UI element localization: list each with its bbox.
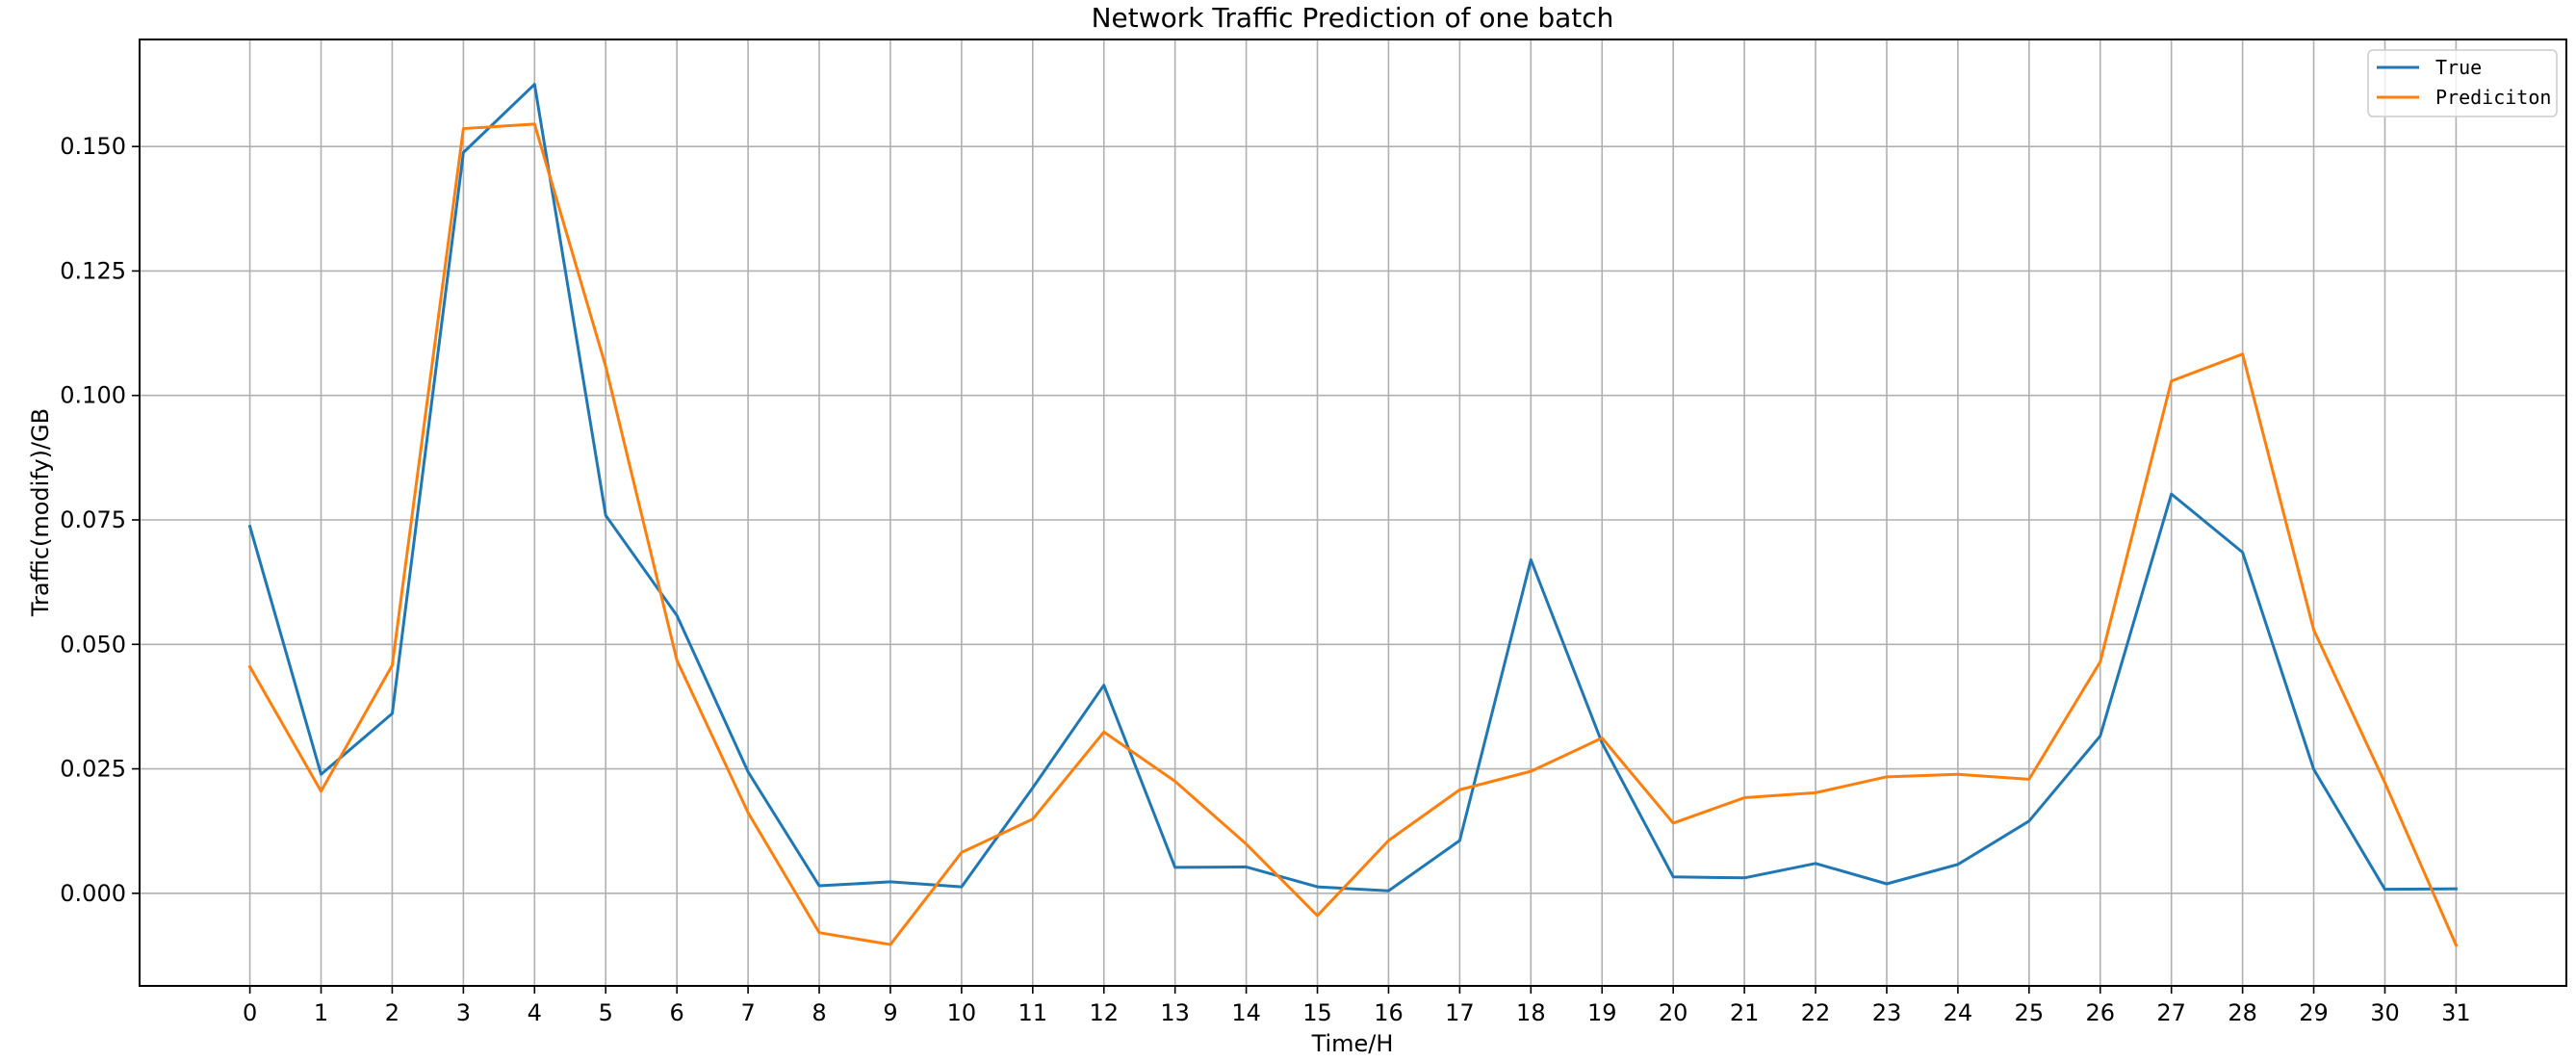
x-axis-ticks: 0 1 2 3 4 5 6 7 8 9 10 11 12 13 14 15 16 17 18 19 20 21 22 23 24… xyxy=(243,986,2471,1026)
x-tick-label: 13 xyxy=(1160,999,1190,1026)
series-line-prediction xyxy=(247,122,2459,947)
x-tick-label: 12 xyxy=(1089,999,1119,1026)
x-tick-label: 3 xyxy=(456,999,471,1026)
x-tick-label: 14 xyxy=(1231,999,1261,1026)
x-tick-label: 17 xyxy=(1445,999,1475,1026)
x-tick-label: 2 xyxy=(385,999,399,1026)
x-tick-label: 19 xyxy=(1587,999,1617,1026)
x-tick-label: 10 xyxy=(947,999,977,1026)
plot-area-frame xyxy=(139,39,2567,987)
x-tick-label: 29 xyxy=(2299,999,2329,1026)
x-axis-label: Time/H xyxy=(1311,1030,1394,1057)
x-tick-label: 6 xyxy=(670,999,684,1026)
series-line-true xyxy=(247,83,2458,893)
x-tick-label: 24 xyxy=(1944,999,1973,1026)
x-tick-label: 15 xyxy=(1302,999,1332,1026)
y-tick-label: 0.000 xyxy=(60,880,126,907)
legend-label-true: True xyxy=(2435,56,2482,79)
x-tick-label: 0 xyxy=(243,999,257,1026)
x-tick-label: 1 xyxy=(314,999,328,1026)
x-tick-label: 11 xyxy=(1018,999,1048,1026)
x-tick-label: 5 xyxy=(599,999,613,1026)
y-tick-label: 0.100 xyxy=(60,382,126,409)
y-tick-label: 0.150 xyxy=(60,133,126,160)
x-tick-label: 30 xyxy=(2370,999,2400,1026)
legend: True Prediciton xyxy=(2367,49,2558,117)
x-tick-label: 7 xyxy=(740,999,755,1026)
x-tick-label: 26 xyxy=(2085,999,2115,1026)
x-tick-label: 25 xyxy=(2015,999,2045,1026)
legend-label-prediction: Prediciton xyxy=(2435,86,2551,109)
x-tick-label: 4 xyxy=(528,999,542,1026)
x-tick-label: 16 xyxy=(1374,999,1404,1026)
y-axis-ticks: 0.000 0.025 0.050 0.075 0.100 0.125 0.150 xyxy=(60,133,140,907)
y-tick-label: 0.025 xyxy=(60,756,126,783)
chart-title: Network Traffic Prediction of one batch xyxy=(1092,2,1614,34)
x-tick-label: 20 xyxy=(1659,999,1688,1026)
y-axis-label: Traffic(modify)/GB xyxy=(27,408,54,617)
x-tick-label: 22 xyxy=(1801,999,1831,1026)
series-lines xyxy=(247,83,2459,947)
x-tick-label: 27 xyxy=(2156,999,2186,1026)
x-tick-label: 31 xyxy=(2441,999,2471,1026)
y-tick-label: 0.050 xyxy=(60,631,126,658)
x-tick-label: 18 xyxy=(1516,999,1546,1026)
x-tick-label: 8 xyxy=(811,999,826,1026)
x-tick-label: 28 xyxy=(2228,999,2257,1026)
y-tick-label: 0.075 xyxy=(60,506,126,533)
x-tick-label: 9 xyxy=(883,999,897,1026)
x-tick-label: 21 xyxy=(1730,999,1760,1026)
y-tick-label: 0.125 xyxy=(60,257,126,284)
x-tick-label: 23 xyxy=(1872,999,1902,1026)
grid-lines xyxy=(140,39,2566,986)
